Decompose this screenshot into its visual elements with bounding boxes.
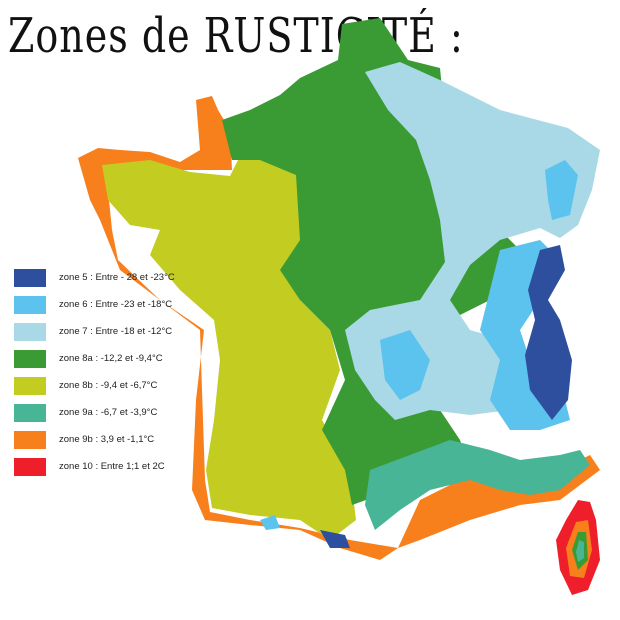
legend-label: zone 10 : Entre 1;1 et 2C <box>59 461 165 472</box>
legend-label: zone 6 : Entre -23 et -18°C <box>59 299 173 310</box>
legend-swatch-zone-8a <box>14 350 46 368</box>
legend-item: zone 9a : -6,7 et -3,9°C <box>14 404 244 431</box>
legend-label: zone 8b : -9,4 et -6,7°C <box>59 380 158 391</box>
zone-5-region <box>320 245 572 548</box>
legend-item: zone 7 : Entre -18 et -12°C <box>14 323 244 350</box>
legend-item: zone 8b : -9,4 et -6,7°C <box>14 377 244 404</box>
legend-label: zone 8a : -12,2 et -9,4°C <box>59 353 163 364</box>
zone-8a-region <box>222 18 520 505</box>
legend-label: zone 5 : Entre - 28 et -23°C <box>59 272 175 283</box>
legend-item: zone 8a : -12,2 et -9,4°C <box>14 350 244 377</box>
legend-swatch-zone-10 <box>14 458 46 476</box>
legend-item: zone 10 : Entre 1;1 et 2C <box>14 458 244 485</box>
legend-swatch-zone-9a <box>14 404 46 422</box>
zone-6-region <box>260 160 578 530</box>
legend: zone 5 : Entre - 28 et -23°C zone 6 : En… <box>14 269 244 485</box>
corsica-zone-9a <box>576 540 584 562</box>
legend-item: zone 6 : Entre -23 et -18°C <box>14 296 244 323</box>
legend-swatch-zone-5 <box>14 269 46 287</box>
legend-swatch-zone-6 <box>14 296 46 314</box>
legend-item: zone 5 : Entre - 28 et -23°C <box>14 269 244 296</box>
legend-label: zone 7 : Entre -18 et -12°C <box>59 326 173 337</box>
legend-swatch-zone-8b <box>14 377 46 395</box>
zone-9a-region <box>365 440 590 530</box>
legend-swatch-zone-7 <box>14 323 46 341</box>
legend-label: zone 9a : -6,7 et -3,9°C <box>59 407 158 418</box>
legend-label: zone 9b : 3,9 et -1,1°C <box>59 434 155 445</box>
legend-swatch-zone-9b <box>14 431 46 449</box>
legend-item: zone 9b : 3,9 et -1,1°C <box>14 431 244 458</box>
